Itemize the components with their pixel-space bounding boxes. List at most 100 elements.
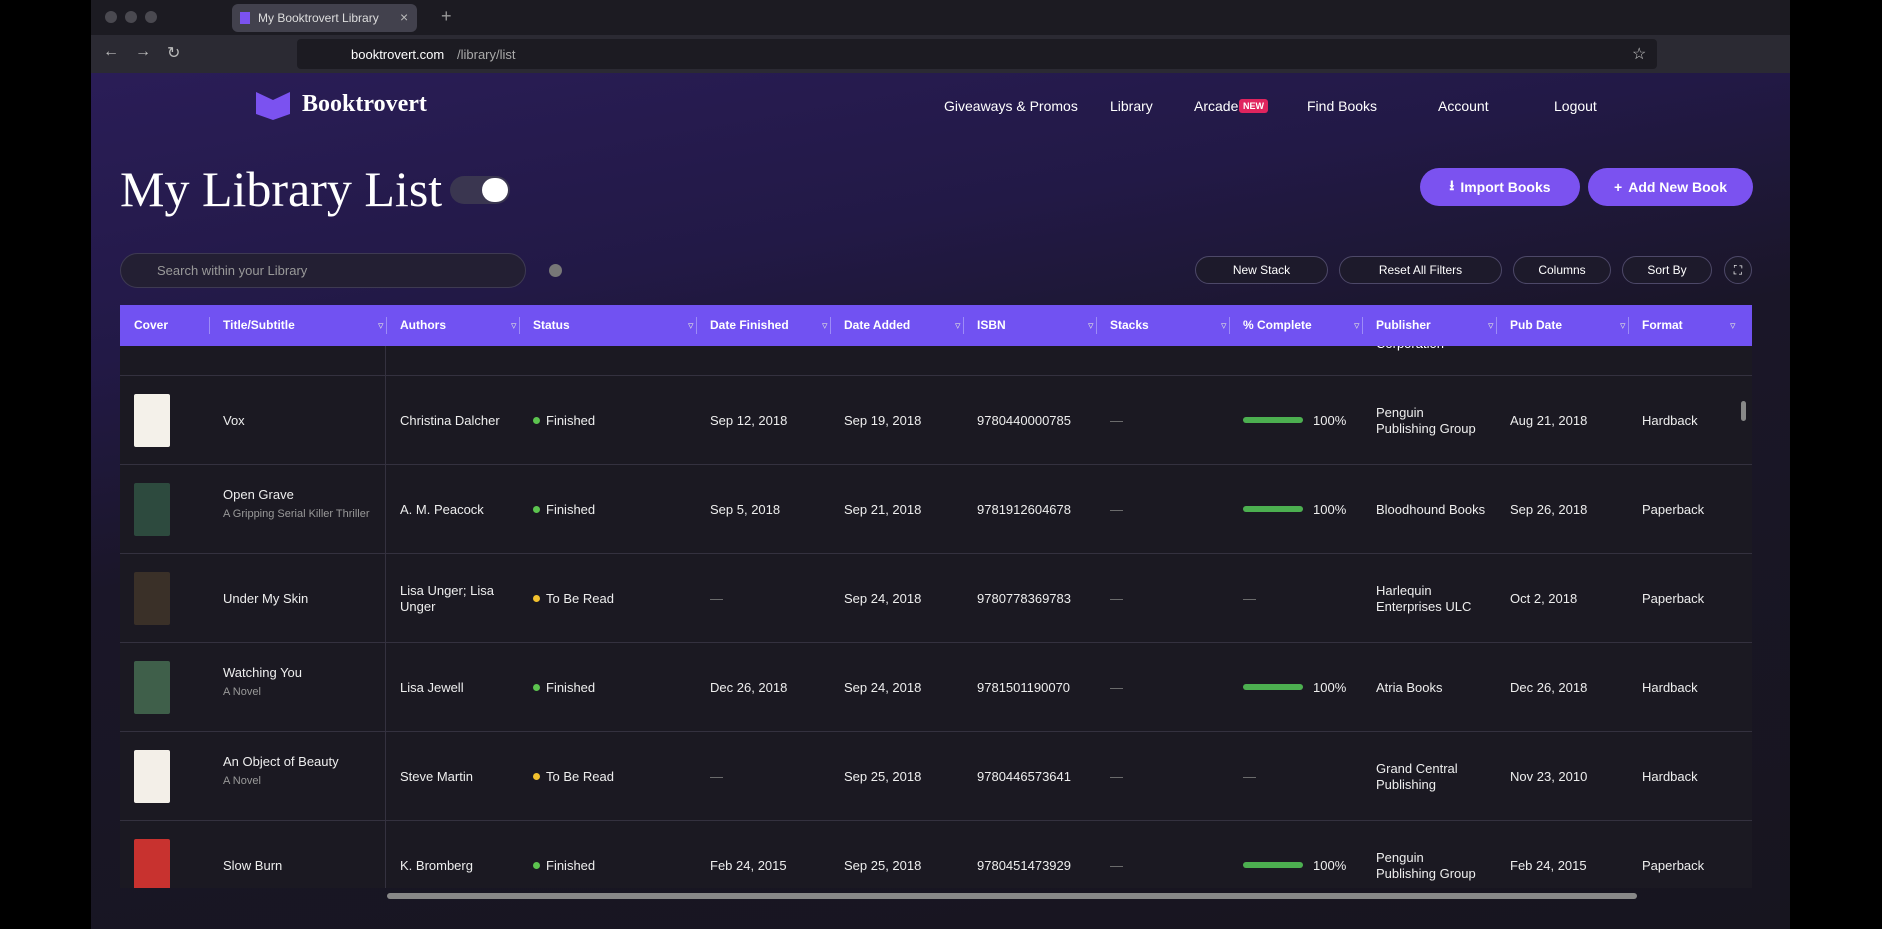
pub-date-text: Aug 21, 2018	[1510, 412, 1588, 428]
authors: A. M. Peacock	[400, 465, 520, 554]
table-row[interactable]: Vox Christina Dalcher Finished Sep 12, 2018…	[120, 376, 1752, 465]
filter-icon[interactable]: ▿	[1488, 320, 1494, 332]
fullscreen-button[interactable]: ⛶	[1724, 256, 1752, 284]
cover[interactable]	[134, 750, 170, 803]
h-scrollbar[interactable]	[387, 893, 1637, 899]
nav-link[interactable]: Arcade	[1194, 98, 1239, 114]
tab[interactable]: My Booktrovert Library ×	[232, 4, 417, 32]
v-scrollbar[interactable]	[1741, 401, 1746, 421]
column-header[interactable]: ISBN	[977, 318, 1006, 332]
cover[interactable]	[134, 839, 170, 888]
cover[interactable]	[134, 483, 170, 536]
column-header[interactable]: Date Added	[844, 318, 911, 332]
toolbar-button[interactable]: Columns	[1513, 256, 1611, 284]
title[interactable]: Under My Skin	[223, 591, 309, 606]
reload[interactable]: ↻	[167, 45, 181, 62]
toolbar-label: New Stack	[1232, 263, 1291, 277]
filter-icon[interactable]: ▿	[511, 320, 517, 332]
date-finished-text: Feb 24, 2015	[710, 857, 787, 873]
nav-link[interactable]: Logout	[1554, 98, 1597, 114]
toolbar-button[interactable]: New Stack	[1195, 256, 1328, 284]
column-header[interactable]: % Complete	[1243, 318, 1312, 332]
status-dot	[533, 684, 540, 691]
table-row[interactable]: Open Grave A Gripping Serial Killer Thril…	[120, 465, 1752, 554]
column-header[interactable]: Cover	[134, 318, 169, 332]
search-box[interactable]: Search within your Library	[120, 253, 526, 288]
column-header[interactable]: Status	[533, 318, 570, 332]
list-view[interactable]	[482, 178, 508, 202]
column-header[interactable]: Authors	[400, 318, 446, 332]
filter-icon[interactable]: ▿	[1088, 320, 1094, 332]
table-row[interactable]: Under My Skin Lisa Unger; Lisa Unger To Be…	[120, 554, 1752, 643]
info-icon[interactable]	[549, 264, 562, 277]
status-text: Finished	[546, 679, 596, 695]
publisher: Atria Books	[1376, 643, 1486, 732]
filter-icon[interactable]: ▿	[1620, 320, 1626, 332]
cover[interactable]	[134, 661, 170, 714]
pub-date: Dec 26, 2018	[1510, 643, 1620, 732]
column-divider	[1628, 317, 1629, 334]
filter-icon[interactable]: ▿	[1730, 320, 1736, 332]
column-header[interactable]: Publisher	[1376, 318, 1431, 332]
isbn: 9781912604678	[977, 465, 1102, 554]
column-header[interactable]: Stacks	[1110, 318, 1149, 332]
add-button[interactable]: + Add New Book	[1588, 168, 1753, 206]
column-divider	[1229, 317, 1230, 334]
status-text: To Be Read	[546, 768, 614, 784]
tab-close[interactable]: ×	[400, 9, 409, 25]
import-button[interactable]: ⭳ Import Books	[1420, 168, 1580, 206]
isbn: 9780451473929	[977, 821, 1102, 888]
page: Booktrovert My Library List ⭳ Import Book…	[91, 73, 1790, 929]
column-header[interactable]: Date Finished	[710, 318, 789, 332]
new-tab[interactable]: +	[441, 6, 452, 26]
table-header: Cover Title/Subtitle ▿ Authors ▿ Status ▿ Date …	[120, 305, 1752, 346]
new-badge: NEW	[1239, 99, 1268, 113]
filter-icon[interactable]: ▿	[1221, 320, 1227, 332]
stacks: —	[1110, 732, 1235, 821]
column-header[interactable]: Pub Date	[1510, 318, 1563, 332]
authors-text: Lisa Jewell	[400, 679, 464, 695]
bookmark[interactable]: ☆	[1632, 46, 1647, 63]
stacks-text: —	[1110, 857, 1123, 873]
publisher-text: Harlequin Enterprises ULC	[1376, 582, 1472, 614]
forward[interactable]: →	[135, 43, 151, 60]
url-field[interactable]: booktrovert.com /library/list ☆	[297, 39, 1657, 69]
nav-link[interactable]: Library	[1110, 98, 1153, 114]
title[interactable]: Vox	[223, 413, 245, 428]
toolbar-button[interactable]: Reset All Filters	[1339, 256, 1502, 284]
filter-icon[interactable]: ▿	[1354, 320, 1360, 332]
window-button[interactable]	[145, 11, 157, 23]
table-row[interactable]: Watching You A Novel Lisa Jewell Finished De…	[120, 643, 1752, 732]
format-text: Paperback	[1642, 590, 1705, 606]
window-button[interactable]	[105, 11, 117, 23]
url-path: /library/list	[457, 47, 516, 62]
authors: Christina Dalcher	[400, 376, 520, 465]
format: Hardback	[1642, 376, 1752, 465]
table-row[interactable]: Slow Burn K. Bromberg Finished Feb 24, 2015…	[120, 821, 1752, 888]
publisher: Harlequin Enterprises ULC	[1376, 554, 1486, 643]
filter-icon[interactable]: ▿	[822, 320, 828, 332]
nav-link[interactable]: Find Books	[1307, 98, 1378, 114]
filter-icon[interactable]: ▿	[688, 320, 694, 332]
filter-icon[interactable]: ▿	[378, 320, 384, 332]
column-header[interactable]: Title/Subtitle	[223, 318, 295, 332]
cover[interactable]	[134, 394, 170, 447]
title[interactable]: An Object of Beauty	[223, 754, 339, 769]
view-toggle[interactable]	[450, 176, 510, 204]
nav-link[interactable]: Giveaways & Promos	[944, 98, 1078, 114]
title[interactable]: Watching You	[223, 665, 303, 680]
column-header[interactable]: Format	[1642, 318, 1683, 332]
filter-icon[interactable]: ▿	[955, 320, 961, 332]
title[interactable]: Slow Burn	[223, 858, 283, 873]
window-button[interactable]	[125, 11, 137, 23]
title[interactable]: Open Grave	[223, 487, 294, 502]
toolbar-button[interactable]: Sort By	[1622, 256, 1712, 284]
nav-link[interactable]: Account	[1438, 98, 1489, 114]
back[interactable]: ←	[103, 43, 119, 60]
cover[interactable]	[134, 572, 170, 625]
logo[interactable]: Booktrovert	[302, 91, 427, 117]
date-added: Sep 19, 2018	[844, 376, 969, 465]
publisher-text: Grand Central Publishing	[1376, 760, 1458, 792]
title-cell: Open Grave A Gripping Serial Killer Thril…	[223, 487, 373, 522]
table-row[interactable]: An Object of Beauty A Novel Steve Martin To…	[120, 732, 1752, 821]
